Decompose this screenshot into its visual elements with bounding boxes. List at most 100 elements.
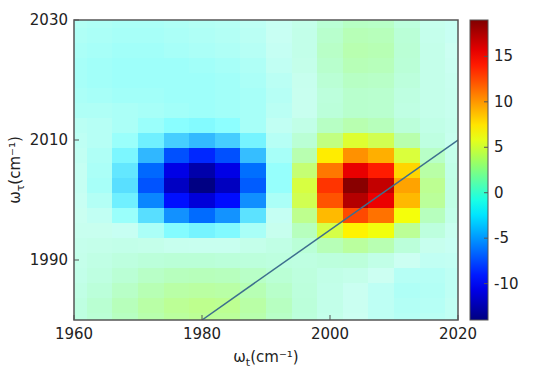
heatmap-cell [215,163,241,179]
heatmap-cell [87,58,113,74]
heatmap-cell [292,268,318,284]
x-tick [202,315,203,320]
heatmap-cell [445,28,458,44]
x-axis-title-symbol: ω [233,348,246,366]
heatmap-cell [394,268,420,284]
heatmap-cell [87,313,113,321]
heatmap-cell [240,313,266,321]
heatmap-cell [240,163,266,179]
heatmap-cell [112,208,138,224]
heatmap-cell [266,148,292,164]
x-tick-label: 2020 [439,325,477,343]
heatmap-cell [317,193,343,209]
heatmap-cell [87,268,113,284]
heatmap-cell [240,43,266,59]
heatmap-cell [420,88,446,104]
heatmap-cell [266,118,292,134]
heatmap-cell [394,223,420,239]
heatmap-cell [420,20,446,28]
heatmap-cell [189,208,215,224]
heatmap-cell [394,148,420,164]
heatmap-cell [368,58,394,74]
heatmap-cell [74,73,87,89]
x-tick [74,315,75,320]
heatmap-cell [368,283,394,299]
heatmap-cell [240,148,266,164]
heatmap-cell [112,223,138,239]
heatmap-cell [74,178,87,194]
heatmap-cell [138,238,164,254]
heatmap-cell [74,313,87,321]
chart: 1960198020002020199020102030ωt(cm⁻¹)ωτ(c… [0,0,542,373]
y-tick-label: 1990 [30,251,68,269]
heatmap-cell [343,43,369,59]
heatmap-cell [215,178,241,194]
heatmap-cell [292,238,318,254]
heatmap-cell [420,283,446,299]
heatmap-cell [266,43,292,59]
heatmap-cell [292,88,318,104]
heatmap-cell [368,28,394,44]
heatmap-cell [266,268,292,284]
heatmap-cell [445,178,458,194]
heatmap-cell [138,133,164,149]
heatmap-cell [445,148,458,164]
heatmap-cell [394,73,420,89]
heatmap-cell [368,268,394,284]
heatmap-cell [368,133,394,149]
heatmap-cell [112,238,138,254]
heatmap-cell [189,133,215,149]
heatmap-cell [138,88,164,104]
heatmap-cell [87,133,113,149]
heatmap-cell [138,208,164,224]
heatmap-cell [445,313,458,321]
heatmap-cell [420,178,446,194]
heatmap-cell [420,28,446,44]
heatmap-cell [215,43,241,59]
heatmap-cell [87,20,113,28]
heatmap-cell [215,103,241,119]
heatmap-cell [189,178,215,194]
heatmap-cell [189,28,215,44]
heatmap-cell [343,283,369,299]
heatmap-cell [87,283,113,299]
heatmap-cell [292,20,318,28]
y-axis-title-unit: (cm⁻¹) [6,136,24,185]
heatmap-cell [266,88,292,104]
heatmap-cell [368,148,394,164]
heatmap-cell [164,178,190,194]
heatmap-cell [266,20,292,28]
heatmap-cell [74,283,87,299]
heatmap-cell [87,253,113,269]
heatmap-cell [266,223,292,239]
heatmap-cell [164,148,190,164]
heatmap-cell [368,118,394,134]
heatmap-cell [240,58,266,74]
heatmap-cell [164,20,190,28]
heatmap-cell [164,103,190,119]
heatmap-cell [240,268,266,284]
heatmap-cell [266,208,292,224]
heatmap-cell [87,208,113,224]
heatmap-cell [138,118,164,134]
heatmap-cell [112,88,138,104]
heatmap-cell [138,73,164,89]
heatmap-cell [87,178,113,194]
heatmap-cell [292,223,318,239]
heatmap-cell [164,253,190,269]
y-tick-label: 2030 [30,11,68,29]
heatmap-cell [164,163,190,179]
heatmap-cell [343,118,369,134]
heatmap-cell [394,208,420,224]
heatmap-cell [445,58,458,74]
heatmap-cell [343,148,369,164]
heatmap-cell [343,268,369,284]
heatmap-cell [420,73,446,89]
heatmap-cell [420,253,446,269]
heatmap-cell [317,268,343,284]
heatmap-cell [189,43,215,59]
heatmap-cell [112,103,138,119]
heatmap-cell [420,118,446,134]
heatmap-cell [292,208,318,224]
heatmap-cell [215,238,241,254]
